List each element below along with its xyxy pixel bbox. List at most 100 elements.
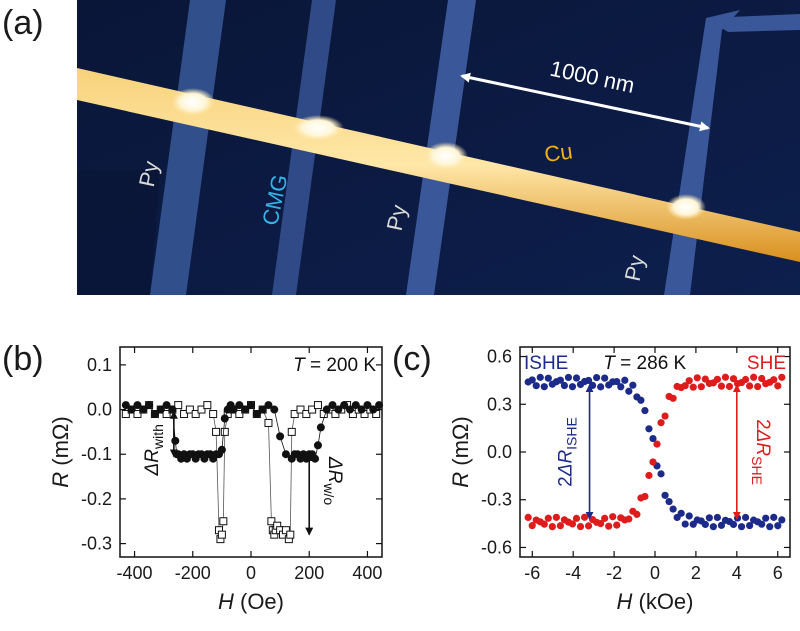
ishe-point [629, 381, 637, 389]
y-tick-label: -0.3 [481, 490, 512, 510]
py-pad-left [77, 170, 160, 295]
she-point [613, 521, 621, 529]
py-pad-right [706, 14, 800, 32]
filled-circle-point [334, 405, 343, 414]
ishe-point [584, 376, 593, 385]
open-square-point [191, 410, 200, 419]
ishe-point [613, 377, 621, 386]
filled-circle-point [270, 405, 279, 414]
ishe-point [766, 523, 774, 531]
she-point [713, 375, 722, 383]
she-point [584, 522, 593, 530]
filled-circle-point [217, 445, 226, 454]
she-point [552, 513, 560, 521]
open-square-point [219, 517, 228, 526]
she-point [556, 522, 564, 530]
ishe-point [572, 374, 581, 382]
she-point [657, 419, 665, 427]
filled-circle-point [156, 405, 165, 414]
filled-circle-point [281, 450, 290, 459]
filled-circle-point [363, 401, 372, 410]
legend-ishe: ISHE [524, 353, 568, 374]
y-tick-label: 0.1 [87, 355, 112, 375]
ishe-point [649, 434, 657, 443]
ishe-point [729, 520, 738, 529]
she-point [601, 514, 609, 522]
y-tick-label: -0.1 [81, 444, 112, 464]
x-tick-label: 6 [773, 563, 783, 583]
cu-label: Cu [543, 138, 574, 167]
ishe-point [564, 373, 573, 382]
x-tick-label: 4 [732, 563, 742, 583]
she-point [540, 520, 548, 528]
ishe-point [637, 396, 645, 404]
ishe-point [568, 383, 577, 391]
she-point [685, 377, 693, 385]
ishe-point [713, 513, 722, 522]
filled-circle-point [322, 405, 331, 414]
x-tick-label: -6 [524, 563, 540, 583]
filled-circle-point [235, 401, 244, 410]
ishe-point [661, 491, 669, 499]
filled-circle-point [311, 454, 320, 463]
she-point [693, 374, 701, 382]
she-point [568, 520, 577, 528]
filled-circle-point [162, 401, 171, 410]
delta-r-label: ΔRw/o [321, 456, 345, 505]
she-point [681, 382, 689, 390]
she-point [770, 376, 778, 384]
open-square-point [220, 427, 229, 436]
she-point [741, 375, 750, 384]
x-tick-label: 0 [246, 563, 256, 583]
open-square-point [235, 410, 244, 419]
y-tick-label: -0.2 [81, 489, 112, 509]
open-square-point [121, 410, 130, 419]
y-tick-label: -0.3 [81, 534, 112, 554]
she-point [528, 522, 536, 530]
ishe-point [625, 387, 633, 395]
ishe-point [560, 381, 569, 390]
open-square-point [302, 410, 311, 419]
panel-label-c: (c) [392, 340, 432, 378]
y-tick-label: 0.3 [487, 394, 512, 414]
she-point [524, 513, 532, 522]
filled-circle-point [145, 401, 154, 410]
open-square-point [286, 530, 295, 539]
py-label-left: Py [134, 159, 164, 189]
ishe-point [597, 383, 605, 391]
x-axis-label: H (kOe) [616, 589, 693, 614]
filled-circle-point [121, 401, 130, 410]
panel-label-b: (b) [2, 340, 44, 378]
ishe-point [617, 383, 625, 391]
filled-circle-point [328, 401, 337, 410]
she-point [649, 458, 657, 466]
ishe-point [770, 513, 778, 521]
she-point [669, 394, 677, 402]
py-label-right: Py [620, 253, 650, 283]
ishe-point [677, 509, 685, 517]
x-tick-label: 0 [650, 563, 660, 583]
she-point [661, 412, 669, 420]
filled-circle-point [375, 401, 384, 410]
filled-circle-point [357, 405, 366, 414]
ishe-point [621, 376, 629, 384]
she-point [605, 522, 613, 530]
she-point [576, 522, 585, 531]
filled-circle-point [252, 410, 261, 419]
ishe-point [681, 520, 689, 528]
ishe-point [540, 383, 548, 391]
filled-circle-point [345, 405, 354, 414]
panel-label-a: (a) [2, 4, 44, 42]
she-point [746, 382, 754, 390]
ishe-point [717, 521, 726, 529]
ishe-point [593, 373, 601, 382]
filled-circle-point [139, 405, 148, 414]
filled-circle-point [340, 401, 349, 410]
ishe-point [532, 382, 540, 390]
filled-circle-point [351, 401, 360, 410]
open-square-point [203, 401, 212, 410]
y-tick-label: -0.6 [481, 537, 512, 557]
ishe-point [685, 512, 693, 520]
ishe-point [601, 374, 609, 382]
